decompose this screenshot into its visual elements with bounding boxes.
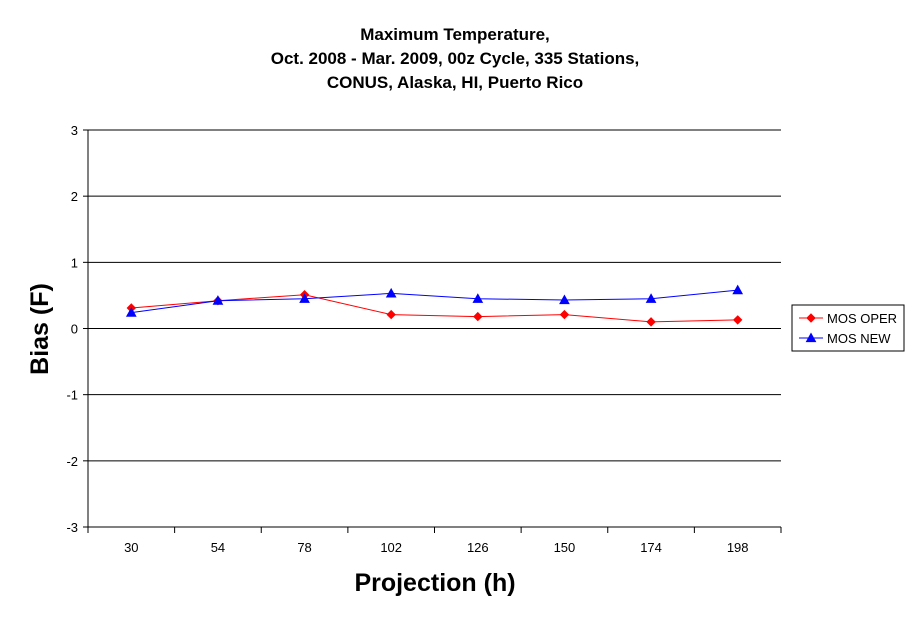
series-line-mos-oper — [131, 294, 738, 323]
y-tick-label: 2 — [71, 189, 78, 204]
series-mos-new — [125, 284, 744, 317]
data-point-mos-new — [645, 293, 657, 303]
y-tick-label: 1 — [71, 255, 78, 270]
data-point-mos-oper — [559, 309, 570, 320]
data-point-mos-oper — [386, 309, 396, 320]
data-point-mos-oper — [473, 311, 483, 322]
y-axis-title: Bias (F) — [26, 283, 54, 375]
data-point-mos-new — [125, 307, 137, 317]
x-tick-label: 102 — [380, 540, 402, 555]
x-tick-label: 174 — [640, 540, 662, 555]
x-tick-label: 30 — [124, 540, 138, 555]
legend-marker-mos-new — [805, 332, 817, 343]
data-point-mos-new — [559, 294, 570, 305]
chart-title-line-3: CONUS, Alaska, HI, Puerto Rico — [327, 73, 583, 92]
x-tick-label: 78 — [297, 540, 311, 555]
y-tick-label: 3 — [71, 123, 78, 138]
legend-box — [791, 304, 905, 352]
y-tick-label: -2 — [66, 454, 78, 469]
x-axis-title: Projection (h) — [354, 569, 515, 597]
legend: MOS OPER MOS NEW — [791, 304, 905, 352]
chart-title-line-1: Maximum Temperature, — [360, 25, 550, 44]
x-tick-label: 150 — [554, 540, 576, 555]
axes — [83, 129, 782, 533]
y-tick-labels: 3 2 1 0 -1 -2 -3 — [66, 123, 78, 535]
x-tick-label: 198 — [727, 540, 749, 555]
x-tick-label: 126 — [467, 540, 489, 555]
chart-title: Maximum Temperature, Oct. 2008 - Mar. 20… — [271, 25, 640, 92]
data-point-mos-new — [472, 293, 484, 303]
gridlines — [88, 129, 781, 462]
series-line-mos-new — [131, 289, 738, 314]
data-point-mos-oper — [646, 317, 656, 327]
x-tick-label: 54 — [211, 540, 225, 555]
data-point-mos-oper — [732, 315, 743, 325]
legend-label-mos-oper: MOS OPER — [827, 311, 897, 326]
legend-label-mos-new: MOS NEW — [827, 331, 891, 346]
data-point-mos-new — [299, 293, 310, 303]
chart-title-line-2: Oct. 2008 - Mar. 2009, 00z Cycle, 335 St… — [271, 49, 640, 68]
data-point-mos-new — [732, 284, 744, 295]
y-tick-label: -1 — [66, 388, 78, 403]
x-tick-labels: 30 54 78 102 126 150 174 198 — [124, 540, 748, 555]
y-tick-label: 0 — [71, 322, 78, 337]
series — [125, 284, 744, 327]
data-point-mos-new — [212, 295, 224, 305]
legend-marker-mos-oper — [806, 313, 816, 323]
data-point-mos-new — [385, 287, 397, 298]
y-tick-label: -3 — [66, 520, 78, 535]
